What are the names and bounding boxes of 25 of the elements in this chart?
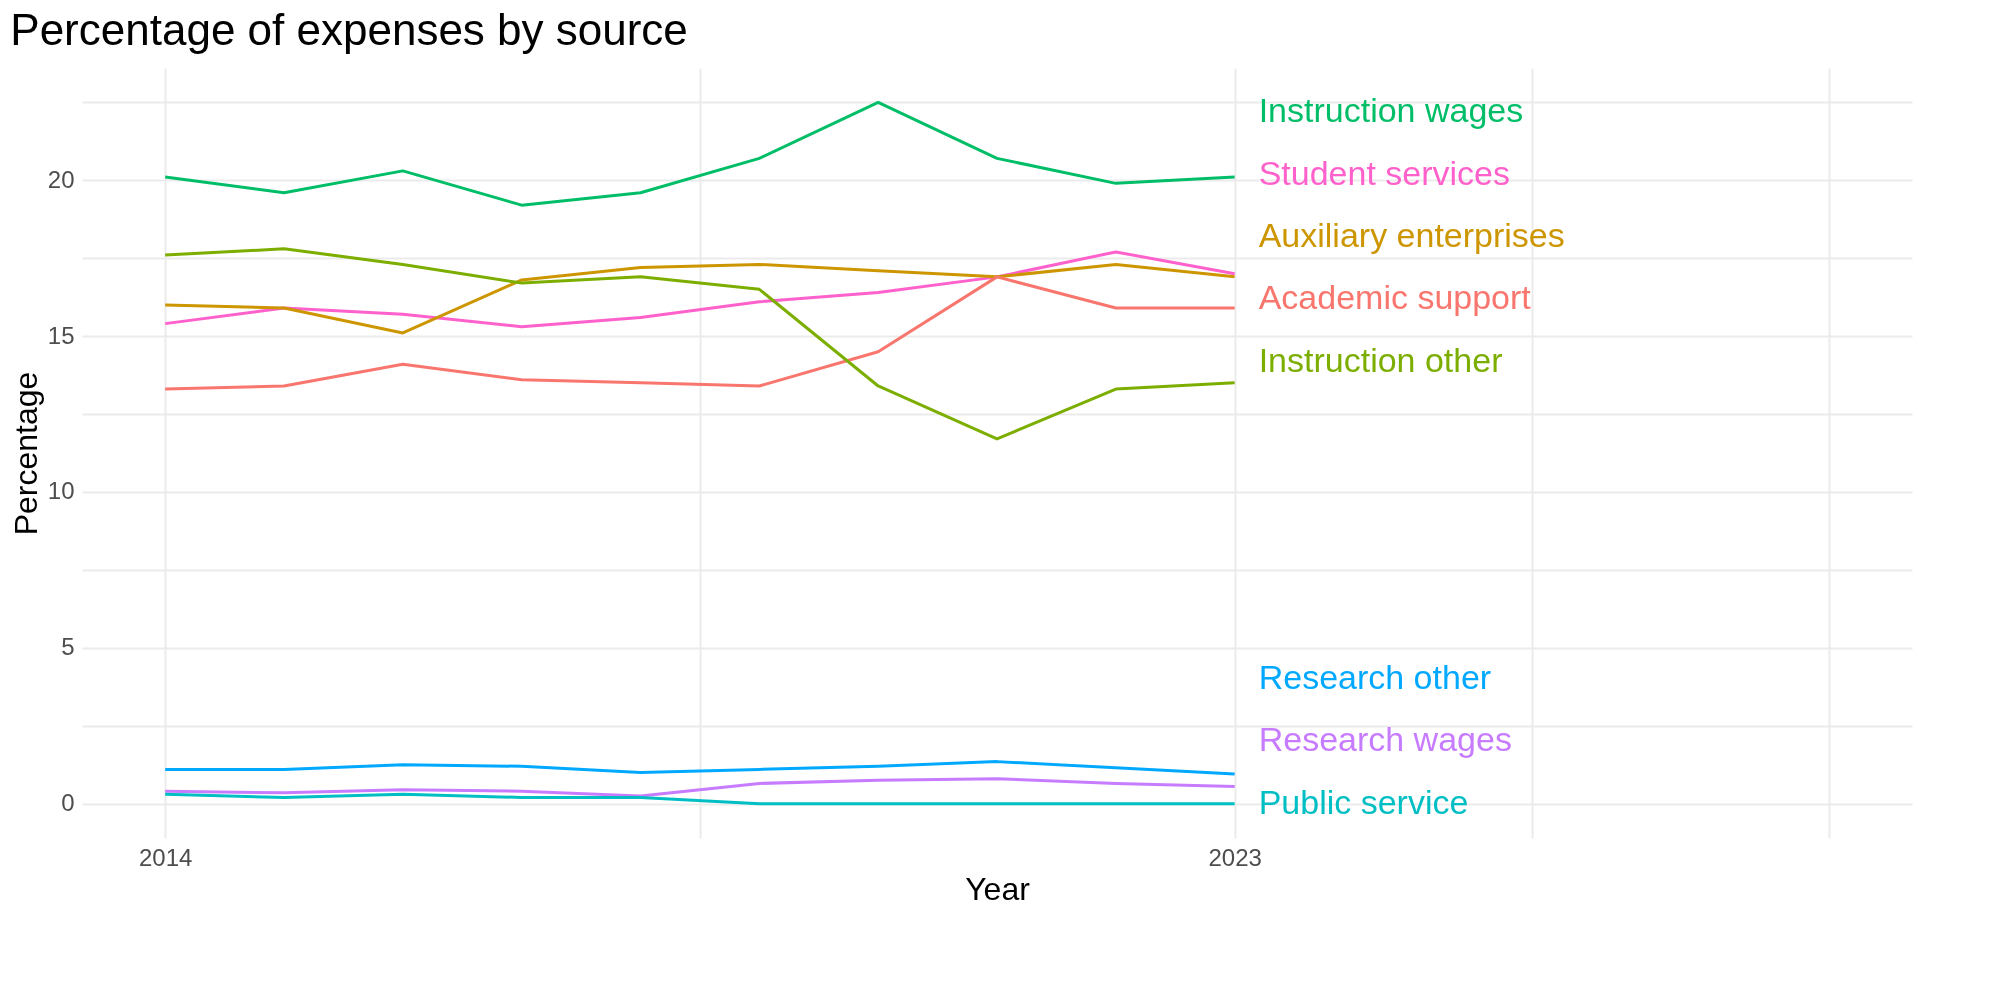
line-series	[163, 262, 1237, 335]
y-tick-label: 10	[47, 477, 75, 505]
chart-title: Percentage of expenses by source	[10, 5, 688, 54]
line-series	[163, 250, 1237, 329]
y-tick-label: 5	[61, 633, 75, 661]
y-tick-label: 0	[61, 789, 75, 817]
y-tick-label: 15	[47, 321, 75, 349]
series-label: Instruction wages	[1258, 91, 1524, 130]
line-series	[163, 100, 1237, 207]
series-label: Academic support	[1258, 278, 1532, 317]
x-axis-title: Year	[965, 870, 1031, 907]
y-axis-title: Percentage	[7, 371, 44, 536]
series-label: Research wages	[1258, 720, 1512, 759]
y-tick-label: 20	[47, 165, 75, 193]
line-series	[163, 777, 1237, 798]
line-series	[163, 275, 1237, 391]
x-tick-label: 2014	[138, 843, 193, 871]
series-label: Public service	[1258, 782, 1469, 821]
series-label: Instruction other	[1258, 340, 1503, 379]
x-tick-label: 2023	[1208, 843, 1262, 871]
line-series	[163, 760, 1237, 776]
series-label: Auxiliary enterprises	[1258, 215, 1565, 254]
text: Research other	[1258, 657, 1492, 696]
text: Student services	[1258, 153, 1511, 192]
line-series	[163, 247, 1237, 441]
